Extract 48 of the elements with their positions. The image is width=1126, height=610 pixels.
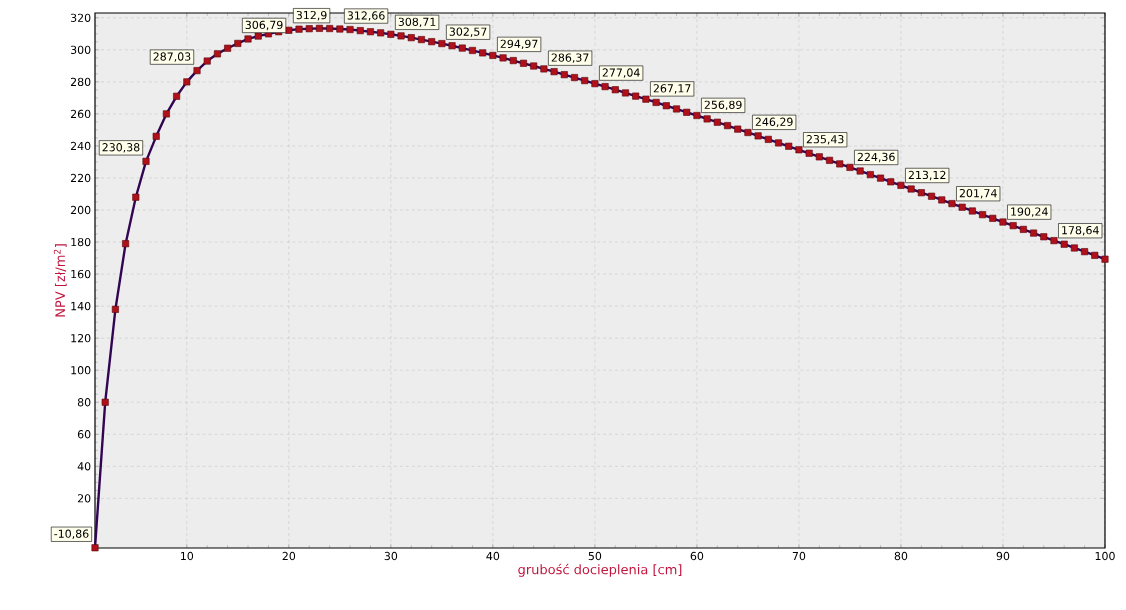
y-tick-label: 60	[77, 430, 91, 439]
y-tick-label: 220	[70, 173, 91, 183]
data-label: 190,24	[1011, 207, 1048, 217]
y-tick-label: 160	[71, 269, 91, 279]
data-label: 287,03	[153, 52, 191, 62]
x-tick-label: 70	[792, 551, 806, 561]
y-tick-label: 20	[77, 494, 91, 503]
data-label: 235,43	[806, 135, 844, 145]
x-axis-title: grubość docieplenia [cm]	[518, 563, 682, 577]
data-label: 286,37	[551, 53, 589, 63]
data-label: 230,38	[102, 143, 140, 153]
data-label: 306,79	[245, 20, 283, 31]
data-label: 201,74	[959, 188, 997, 199]
x-tick-label: 100	[1095, 551, 1115, 561]
x-tick-label: 10	[181, 551, 194, 561]
y-tick-label: 200	[70, 205, 91, 215]
data-label: 302,57	[449, 27, 487, 37]
x-tick-label: 50	[588, 551, 602, 561]
data-label: 256,89	[704, 100, 742, 111]
data-label: 294,97	[500, 39, 538, 50]
data-label: 277,04	[602, 68, 640, 78]
y-tick-label: 320	[70, 13, 91, 22]
y-axis-title: NPV [zł/m$^{2}$]	[53, 244, 67, 317]
y-tick-label: 240	[70, 141, 91, 151]
y-tick-label: 100	[71, 366, 91, 375]
data-label: 213,12	[908, 170, 946, 181]
y-tick-label: 120	[71, 334, 91, 343]
x-tick-label: 20	[282, 551, 296, 561]
y-tick-label: 280	[70, 77, 91, 87]
data-label: 267,17	[653, 84, 691, 94]
data-label: 224,36	[857, 152, 895, 163]
x-tick-label: 90	[996, 551, 1010, 561]
data-label: 246,29	[755, 117, 793, 128]
y-tick-label: 140	[71, 301, 91, 311]
x-tick-label: 60	[690, 551, 704, 561]
data-label: 312,9	[296, 10, 327, 21]
data-label: -10,86	[54, 529, 89, 539]
y-tick-label: 300	[70, 45, 91, 54]
y-tick-label: 260	[70, 109, 91, 119]
data-label: 308,71	[398, 17, 436, 28]
y-tick-label: 180	[71, 237, 91, 247]
x-tick-label: 30	[384, 551, 398, 561]
y-tick-label: 40	[77, 462, 91, 471]
x-tick-label: 80	[894, 551, 908, 561]
data-label: 178,64	[1062, 225, 1099, 236]
data-label: 312,66	[347, 11, 385, 21]
y-tick-label: 80	[77, 398, 91, 407]
x-tick-label: 40	[486, 551, 500, 561]
